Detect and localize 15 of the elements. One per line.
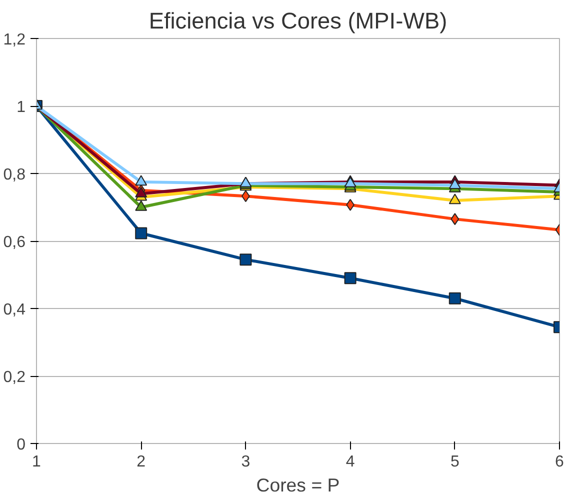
- x-axis-title: Cores = P: [256, 474, 340, 496]
- x-tick-label: 6: [555, 454, 564, 470]
- x-tick-label: 5: [450, 454, 460, 470]
- y-tick-label: 0,6: [3, 234, 26, 251]
- y-tick-label: 0,4: [3, 302, 26, 318]
- y-tick-label: 1,2: [3, 32, 26, 48]
- y-tick-label: 0,2: [3, 369, 26, 386]
- x-tick-label: 3: [241, 454, 250, 470]
- chart-title: Eficiencia vs Cores (MPI-WB): [148, 8, 448, 34]
- x-tick-label: 2: [136, 454, 146, 470]
- y-tick-label: 0,8: [3, 166, 26, 184]
- x-tick-label: 4: [346, 454, 355, 470]
- y-tick-label: 0: [16, 436, 26, 454]
- x-tick-label: 1: [32, 454, 42, 470]
- y-tick-label: 1: [16, 99, 26, 116]
